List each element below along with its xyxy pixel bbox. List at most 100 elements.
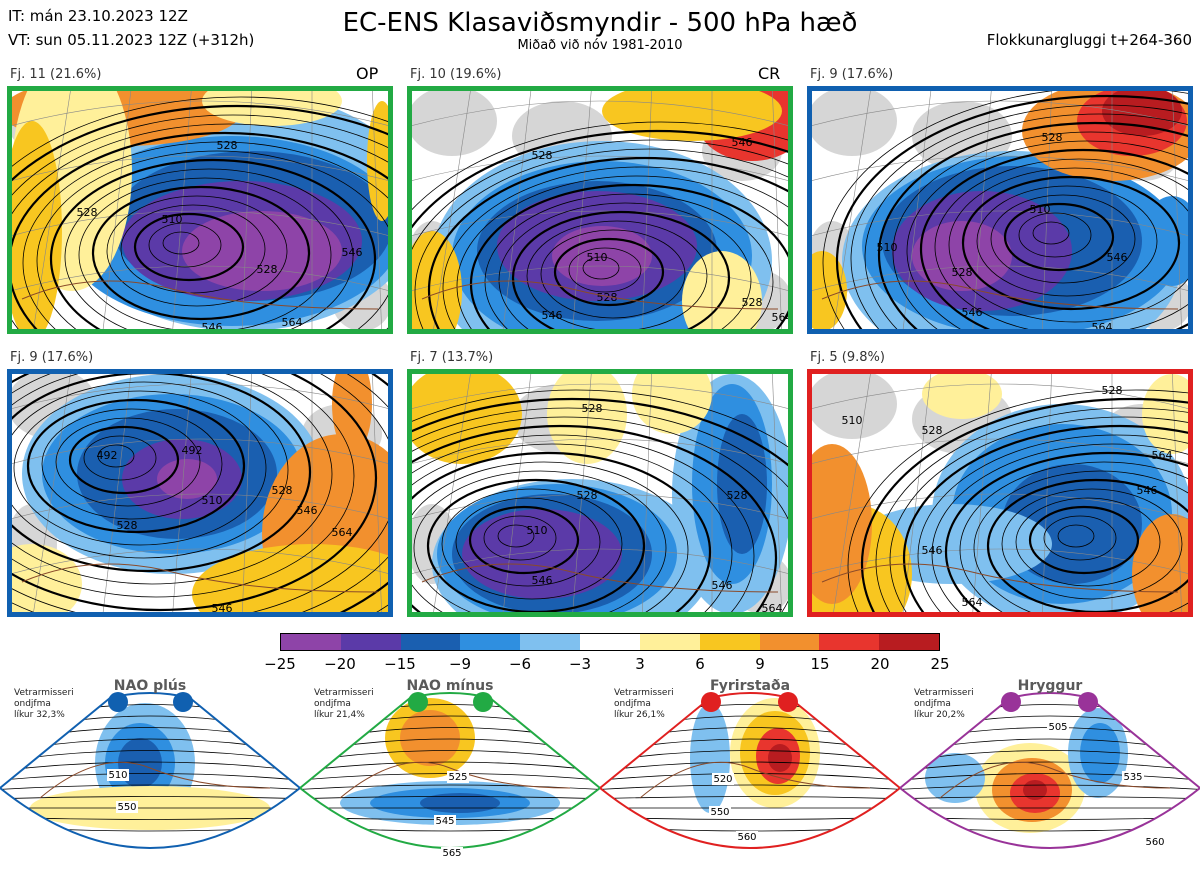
contour-label: 510: [202, 494, 223, 507]
contour-label: 564: [962, 596, 983, 609]
regime-map: 505 535 560 Hryggur Vetrarmisseri ondjfma líku…: [900, 678, 1200, 871]
contour-label: 550: [710, 807, 729, 818]
colorbar-tick-label: −20: [324, 655, 356, 673]
colorbar-swatch: [639, 634, 700, 650]
colorbar-tick-label: −15: [384, 655, 416, 673]
contour-label-bg: [1047, 721, 1069, 733]
regime-map-graphic: 525 545 565: [300, 692, 600, 859]
regime-map: 510 550 NAO plús Vetrarmisseri ondjfma líkur …: [0, 678, 300, 871]
contour-label-bg: [441, 847, 463, 859]
colorbar-tick-label: 20: [870, 655, 890, 673]
contour-label: 564: [1092, 321, 1113, 329]
height-contours: [412, 121, 788, 329]
contour-label: 510: [108, 770, 127, 781]
anomaly-area: [768, 744, 792, 772]
contour-label: 564: [772, 311, 789, 324]
coastline: [821, 563, 1179, 593]
cluster-map-panel: 528 510 528 546 528 546 564: [407, 369, 793, 617]
anomaly-area: [400, 710, 460, 766]
coastline: [421, 280, 779, 310]
coastline: [39, 761, 271, 799]
contour-label: 528: [922, 424, 943, 437]
contour-label-bg: [736, 831, 758, 843]
contour-label: 545: [435, 816, 454, 827]
coastline: [939, 761, 1171, 799]
contour-label: 528: [1042, 131, 1063, 144]
contour-label: 528: [742, 296, 763, 309]
anomaly-area: [1142, 374, 1188, 454]
contour-label: 546: [342, 246, 363, 259]
anomaly-area: [1080, 723, 1120, 783]
colorbar-swatch: [879, 634, 939, 650]
panel-map-graphic: 492 492 510 528 528 546 564 546: [12, 374, 388, 612]
contour-label-bg: [107, 769, 129, 781]
regime-title: NAO plús: [113, 678, 187, 694]
contour-label: 510: [877, 241, 898, 254]
contour-label: 510: [162, 213, 183, 226]
anomaly-area: [412, 231, 462, 329]
anomaly-area: [925, 753, 985, 803]
contour-label-bg: [116, 801, 138, 813]
contour-label: 560: [737, 832, 756, 843]
contour-label: 565: [442, 848, 461, 859]
height-contours: [12, 96, 388, 329]
colorbar-swatch: [520, 634, 581, 650]
contour-label: 546: [532, 574, 553, 587]
anomaly-area: [812, 444, 872, 604]
contour-label: 546: [732, 136, 753, 149]
colorbar-tick-label: −25: [264, 655, 296, 673]
panel-map-graphic: 510 528 546 528 546 564 564: [812, 374, 1188, 612]
regime-marker: [778, 692, 798, 712]
cluster-map-panel: 510 528 546 528 546 564 564: [807, 369, 1193, 617]
colorbar-tick-label: 6: [695, 655, 705, 673]
contour-label: 510: [1030, 203, 1051, 216]
contour-label: 546: [212, 602, 233, 612]
contour-label: 510: [587, 251, 608, 264]
contour-label: 510: [527, 524, 548, 537]
contour-label: 535: [1123, 772, 1142, 783]
regime-marker: [1078, 692, 1098, 712]
coastline: [339, 761, 571, 799]
coastline: [639, 761, 871, 799]
regime-note-line: líkur 21,4%: [314, 710, 365, 720]
colorbar-tick-label: −3: [568, 655, 592, 673]
contour-label: 546: [202, 321, 223, 329]
panel-map-graphic: 528 510 528 546 528 546 564: [412, 374, 788, 612]
anomaly-area: [420, 793, 500, 813]
regime-outline: [900, 692, 1200, 849]
regime-marker: [408, 692, 428, 712]
anomaly-colorbar: [280, 633, 940, 651]
regime-frequency-note: Vetrarmisseri ondjfma líkur 20,2%: [914, 688, 974, 721]
contour-label: 564: [332, 526, 353, 539]
regime-note-line: Vetrarmisseri: [614, 688, 674, 698]
coastline: [21, 563, 379, 593]
contour-label: 525: [448, 772, 467, 783]
colorbar-swatch: [580, 634, 640, 650]
contour-label: 528: [77, 206, 98, 219]
coastline: [21, 280, 379, 310]
contour-label: 528: [582, 402, 603, 415]
regime-frequency-note: Vetrarmisseri ondjfma líkur 26,1%: [614, 688, 674, 721]
anomaly-area: [462, 509, 622, 599]
panel-map-graphic: 510 528 546 528 510 546 564: [812, 91, 1188, 329]
contour-label: 520: [713, 774, 732, 785]
page-subtitle: Miðað við nóv 1981-2010: [517, 38, 683, 53]
contour-label: 528: [727, 489, 748, 502]
colorbar-tick-label: −9: [448, 655, 472, 673]
colorbar-tick-label: 25: [930, 655, 950, 673]
contour-label-bg: [709, 806, 731, 818]
regime-title: NAO mínus: [406, 678, 494, 694]
panel-5-label: Fj. 7 (13.7%): [410, 350, 494, 365]
colorbar-tick-label: 3: [635, 655, 645, 673]
contour-label: 546: [712, 579, 733, 592]
height-contours: [822, 91, 1188, 329]
contour-label-bg: [434, 815, 456, 827]
colorbar-tick-label: −6: [508, 655, 532, 673]
page-title: EC-ENS Klasaviðsmyndir - 500 hPa hæð: [342, 8, 858, 38]
height-contours: [847, 389, 1188, 612]
contour-label: 564: [282, 316, 303, 329]
panel-1-label: Fj. 11 (21.6%): [10, 67, 102, 82]
regime-title: Fyrirstaða: [709, 678, 791, 694]
regime-map-graphic: 505 535 560: [900, 692, 1200, 849]
panel-3-label: Fj. 9 (17.6%): [810, 67, 894, 82]
